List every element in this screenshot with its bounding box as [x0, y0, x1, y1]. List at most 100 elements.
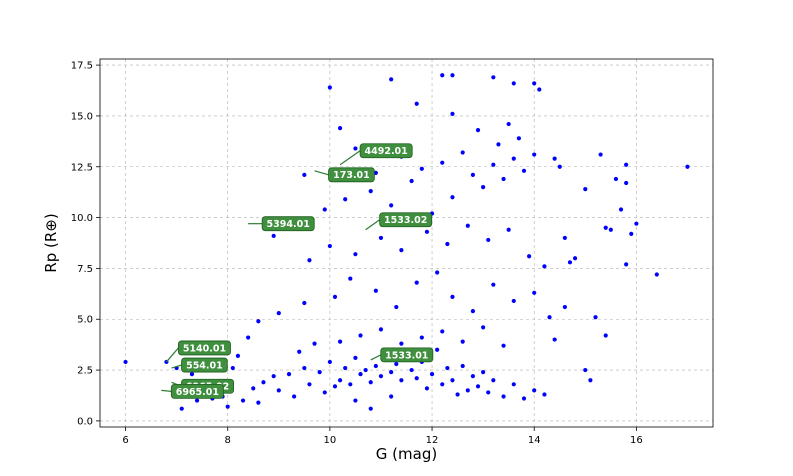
- plot-frame: [99, 58, 714, 428]
- data-point: [429, 372, 435, 377]
- data-point: [501, 343, 506, 348]
- annotation-leader: [161, 389, 172, 393]
- data-point: [409, 367, 414, 373]
- data-point: [256, 400, 261, 405]
- data-point: [343, 365, 348, 371]
- data-point: [460, 150, 465, 155]
- annotation-label: 554.01: [186, 360, 223, 371]
- y-tick-label: 10.0: [71, 213, 93, 224]
- annotation-leader: [365, 219, 380, 231]
- annotation-box: [328, 167, 375, 183]
- data-point: [225, 404, 230, 409]
- data-point: [358, 372, 363, 377]
- annotation-leader: [339, 150, 361, 166]
- annotation-box: [359, 143, 413, 159]
- data-point: [419, 166, 424, 171]
- data-point: [327, 243, 332, 249]
- data-point: [271, 233, 276, 238]
- data-point: [389, 203, 394, 208]
- data-point: [654, 272, 659, 277]
- data-point: [486, 390, 491, 395]
- x-tick-label: 10: [324, 435, 337, 446]
- data-point: [327, 359, 332, 365]
- data-point: [460, 363, 465, 369]
- annotation-box: [379, 212, 433, 228]
- annotation-leader: [370, 354, 382, 361]
- data-point: [435, 270, 440, 275]
- data-point: [608, 227, 613, 232]
- data-point: [373, 170, 378, 175]
- data-point: [256, 319, 261, 324]
- data-point: [440, 329, 445, 334]
- data-point: [501, 394, 506, 399]
- data-point: [235, 353, 241, 358]
- data-point: [491, 282, 496, 287]
- x-axis-ticks: 6 8 10 12 14 16: [122, 427, 643, 446]
- data-point: [470, 309, 476, 314]
- data-point: [521, 168, 527, 173]
- data-point: [292, 394, 297, 399]
- data-point: [440, 73, 445, 78]
- data-point: [588, 378, 593, 383]
- annotation-box: [178, 340, 231, 356]
- annotation-label: 173.01: [333, 170, 370, 181]
- data-point: [189, 372, 195, 377]
- data-point: [511, 81, 516, 86]
- data-point: [389, 370, 394, 375]
- data-point: [353, 355, 358, 360]
- data-point: [532, 81, 537, 86]
- data-point: [552, 156, 557, 161]
- data-point: [424, 386, 430, 391]
- data-point: [409, 178, 414, 184]
- y-axis-label: Rp (R⊕): [42, 213, 60, 272]
- data-point: [562, 304, 567, 310]
- data-point: [276, 311, 281, 316]
- data-point: [537, 87, 542, 92]
- data-point: [327, 85, 332, 90]
- data-point: [491, 75, 496, 80]
- annotation-box: [181, 357, 228, 373]
- x-tick-label: 14: [528, 435, 541, 446]
- data-point: [583, 187, 588, 192]
- x-tick-label: 6: [122, 435, 128, 446]
- data-point: [496, 142, 501, 147]
- y-tick-label: 0.0: [77, 416, 93, 427]
- data-point: [332, 294, 338, 299]
- data-point: [123, 359, 128, 365]
- data-point: [465, 388, 470, 393]
- data-point: [511, 382, 516, 387]
- data-point: [419, 335, 424, 340]
- data-point: [470, 172, 476, 177]
- data-point: [465, 223, 470, 228]
- annotation-label: 1533.02: [384, 215, 427, 226]
- y-tick-label: 7.5: [77, 264, 93, 275]
- annotation-leader: [165, 347, 179, 363]
- data-point: [358, 333, 363, 338]
- data-point: [394, 361, 399, 367]
- x-tick-label: 16: [630, 435, 643, 446]
- data-point: [276, 388, 281, 393]
- data-point: [634, 221, 639, 226]
- data-point: [511, 298, 516, 304]
- annotation-label: 5140.01: [183, 343, 226, 354]
- data-point: [394, 304, 399, 310]
- data-point: [286, 372, 292, 377]
- data-point: [353, 398, 358, 403]
- data-point: [389, 77, 394, 82]
- data-point: [246, 335, 251, 340]
- data-point: [567, 260, 573, 265]
- point-annotations: 4492.01 173.01 5394.01 1533.02 5140.01 554.01…: [161, 143, 434, 399]
- data-point: [378, 235, 384, 241]
- data-point: [511, 156, 516, 161]
- data-point: [598, 152, 603, 157]
- data-point: [435, 347, 440, 352]
- y-tick-label: 12.5: [71, 162, 93, 173]
- data-point: [491, 378, 496, 383]
- data-point: [450, 378, 455, 383]
- data-point: [399, 378, 404, 383]
- data-point: [368, 406, 373, 411]
- x-axis-label: G (mag): [376, 445, 437, 463]
- data-points: [123, 73, 690, 411]
- data-point: [373, 363, 378, 369]
- data-point: [368, 380, 373, 385]
